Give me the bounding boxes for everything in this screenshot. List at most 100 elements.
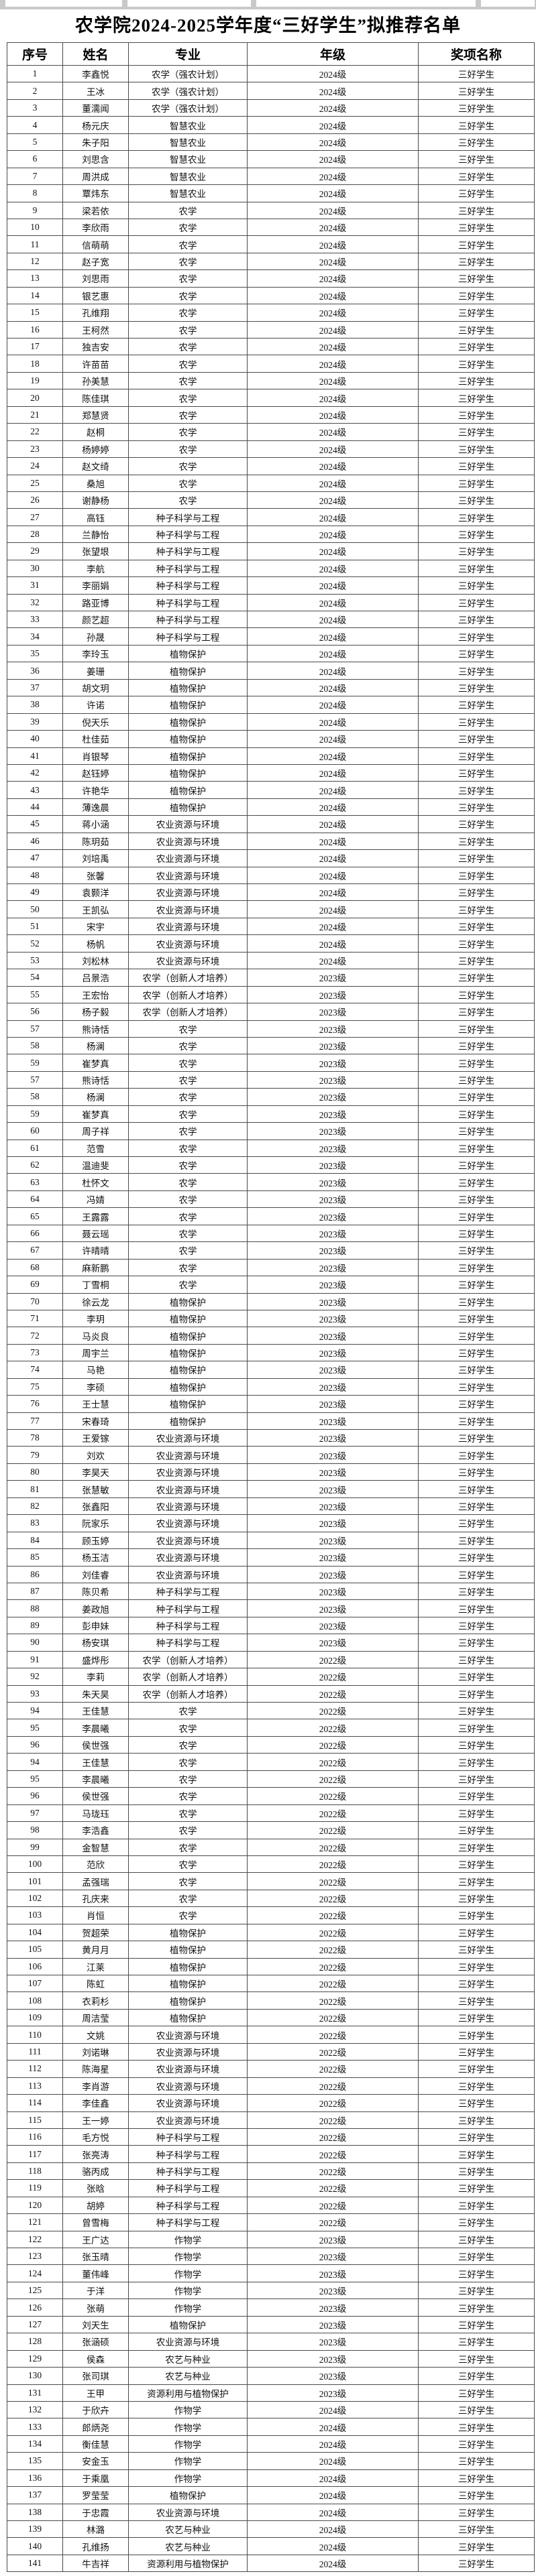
name-cell: 刘欢 bbox=[62, 1446, 129, 1464]
serial-cell: 52 bbox=[7, 934, 63, 953]
grade-cell: 2023级 bbox=[247, 1139, 419, 1158]
major-cell: 农学 bbox=[128, 1122, 248, 1140]
name-cell: 马珑珏 bbox=[62, 1804, 129, 1823]
grade-cell: 2024级 bbox=[247, 2469, 419, 2488]
award-cell: 三好学生 bbox=[418, 1020, 535, 1038]
award-cell: 三好学生 bbox=[418, 1207, 535, 1225]
table-row: 90 杨安琪 种子科学与工程 2023级 三好学生 bbox=[7, 1634, 535, 1652]
name-cell: 孙美慧 bbox=[62, 371, 129, 390]
grade-cell: 2024级 bbox=[247, 900, 419, 918]
award-cell: 三好学生 bbox=[418, 1650, 535, 1669]
award-cell: 三好学生 bbox=[418, 1616, 535, 1635]
major-cell: 农学 bbox=[128, 389, 248, 407]
serial-cell: 36 bbox=[7, 662, 63, 680]
table-row: 55 王宏怡 农学（创新人才培养） 2023级 三好学生 bbox=[7, 985, 535, 1004]
award-cell: 三好学生 bbox=[418, 1770, 535, 1788]
table-row: 62 温迪斐 农学 2023级 三好学生 bbox=[7, 1156, 535, 1174]
name-cell: 王柯然 bbox=[62, 320, 129, 339]
serial-cell: 96 bbox=[7, 1735, 63, 1754]
grade-cell: 2024级 bbox=[247, 763, 419, 782]
grade-cell: 2023级 bbox=[247, 1020, 419, 1038]
serial-cell: 86 bbox=[7, 1565, 63, 1583]
table-row: 37 胡文玥 植物保护 2024级 三好学生 bbox=[7, 678, 535, 697]
serial-cell: 95 bbox=[7, 1770, 63, 1788]
name-cell: 温迪斐 bbox=[62, 1156, 129, 1174]
award-cell: 三好学生 bbox=[418, 1428, 535, 1447]
award-cell: 三好学生 bbox=[418, 2060, 535, 2078]
serial-cell: 126 bbox=[7, 2298, 63, 2317]
table-row: 59 崔梦真 农学 2023级 三好学生 bbox=[7, 1054, 535, 1072]
major-cell: 种子科学与工程 bbox=[128, 610, 248, 629]
major-cell: 农艺与种业 bbox=[128, 2367, 248, 2385]
name-cell: 杨澜 bbox=[62, 1088, 129, 1106]
grade-cell: 2024级 bbox=[247, 440, 419, 458]
award-cell: 三好学生 bbox=[418, 866, 535, 885]
grade-cell: 2024级 bbox=[247, 713, 419, 731]
award-cell: 三好学生 bbox=[418, 406, 535, 424]
table-row: 65 王露露 农学 2023级 三好学生 bbox=[7, 1207, 535, 1225]
grade-cell: 2022级 bbox=[247, 1753, 419, 1771]
major-cell: 农业资源与环境 bbox=[128, 2503, 248, 2522]
grade-cell: 2024级 bbox=[247, 525, 419, 544]
table-row: 66 聂云瑶 农学 2023级 三好学生 bbox=[7, 1224, 535, 1243]
grade-cell: 2022级 bbox=[247, 1941, 419, 1959]
grade-cell: 2023级 bbox=[247, 1616, 419, 1635]
award-cell: 三好学生 bbox=[418, 832, 535, 851]
table-row: 2 王冰 农学（强农计划） 2024级 三好学生 bbox=[7, 82, 535, 100]
name-cell: 李晨曦 bbox=[62, 1719, 129, 1737]
serial-cell: 136 bbox=[7, 2469, 63, 2488]
name-cell: 冯婧 bbox=[62, 1190, 129, 1209]
award-cell: 三好学生 bbox=[418, 883, 535, 902]
award-cell: 三好学生 bbox=[418, 1514, 535, 1532]
major-cell: 农业资源与环境 bbox=[128, 2077, 248, 2095]
award-cell: 三好学生 bbox=[418, 1838, 535, 1856]
name-cell: 孔维翔 bbox=[62, 304, 129, 322]
award-cell: 三好学生 bbox=[418, 269, 535, 288]
grade-cell: 2022级 bbox=[247, 2077, 419, 2095]
table-row: 8 覃炜东 智慧农业 2024级 三好学生 bbox=[7, 184, 535, 202]
major-cell: 作物学 bbox=[128, 2418, 248, 2436]
name-cell: 李肖游 bbox=[62, 2077, 129, 2095]
major-cell: 农业资源与环境 bbox=[128, 1497, 248, 1516]
award-cell: 三好学生 bbox=[418, 1701, 535, 1720]
grade-cell: 2024级 bbox=[247, 832, 419, 851]
serial-cell: 17 bbox=[7, 337, 63, 356]
grade-cell: 2022级 bbox=[247, 2196, 419, 2215]
grade-cell: 2024级 bbox=[247, 644, 419, 663]
name-cell: 黄月月 bbox=[62, 1941, 129, 1959]
award-cell: 三好学生 bbox=[418, 678, 535, 697]
serial-cell: 128 bbox=[7, 2333, 63, 2351]
table-row: 118 骆丙成 种子科学与工程 2022级 三好学生 bbox=[7, 2162, 535, 2181]
major-cell: 植物保护 bbox=[128, 1327, 248, 1345]
table-row: 9 梁若依 农学 2024级 三好学生 bbox=[7, 201, 535, 219]
major-cell: 种子科学与工程 bbox=[128, 542, 248, 560]
serial-cell: 121 bbox=[7, 2213, 63, 2231]
name-cell: 于欣卉 bbox=[62, 2400, 129, 2419]
award-cell: 三好学生 bbox=[418, 2008, 535, 2027]
award-cell: 三好学生 bbox=[418, 508, 535, 526]
grade-cell: 2023级 bbox=[247, 1565, 419, 1583]
award-cell: 三好学生 bbox=[418, 713, 535, 731]
grade-cell: 2024级 bbox=[247, 99, 419, 117]
award-cell: 三好学生 bbox=[418, 1787, 535, 1805]
grade-cell: 2022级 bbox=[247, 1804, 419, 1823]
table-row: 110 文姚 农业资源与环境 2022级 三好学生 bbox=[7, 2026, 535, 2044]
major-cell: 农学 bbox=[128, 457, 248, 475]
grade-cell: 2024级 bbox=[247, 730, 419, 748]
table-row: 121 曾雪梅 种子科学与工程 2022级 三好学生 bbox=[7, 2213, 535, 2231]
award-cell: 三好学生 bbox=[418, 1343, 535, 1362]
award-cell: 三好学生 bbox=[418, 2077, 535, 2095]
award-cell: 三好学生 bbox=[418, 2264, 535, 2282]
name-cell: 张望垠 bbox=[62, 542, 129, 560]
major-cell: 植物保护 bbox=[128, 1923, 248, 1942]
grade-cell: 2022级 bbox=[247, 2111, 419, 2129]
award-cell: 三好学生 bbox=[418, 167, 535, 186]
award-cell: 三好学生 bbox=[418, 1497, 535, 1516]
name-cell: 袁颢洋 bbox=[62, 883, 129, 902]
page-title: 农学院2024-2025学年度“三好学生”拟推荐名单 bbox=[75, 15, 461, 36]
award-cell: 三好学生 bbox=[418, 985, 535, 1004]
major-cell: 农学 bbox=[128, 1804, 248, 1823]
serial-cell: 59 bbox=[7, 1105, 63, 1123]
grade-cell: 2024级 bbox=[247, 133, 419, 151]
